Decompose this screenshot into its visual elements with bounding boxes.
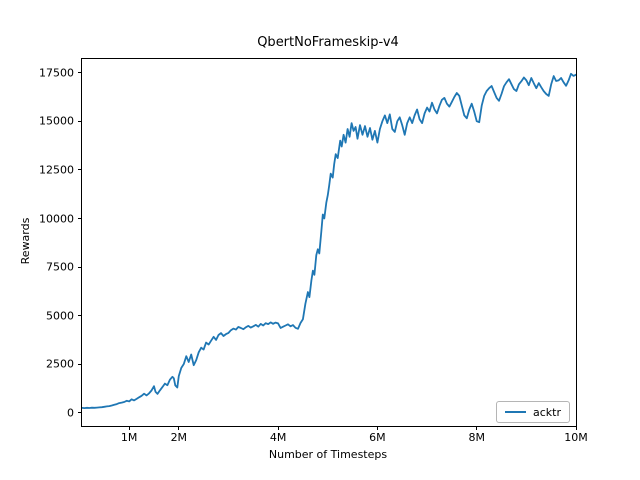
acktr-line-series	[82, 72, 576, 409]
line-chart-canvas	[82, 72, 576, 409]
x-axis-label: Number of Timesteps	[268, 448, 388, 461]
x-tick-mark	[178, 426, 180, 430]
x-tick-mark	[128, 426, 130, 430]
x-tick-label: 2M	[170, 431, 188, 444]
x-tick-mark	[277, 426, 279, 430]
y-tick-mark	[78, 169, 82, 171]
y-tick-mark	[78, 266, 82, 268]
y-tick-label: 2500	[46, 357, 74, 371]
legend: acktr	[496, 401, 570, 423]
y-tick-mark	[78, 363, 82, 365]
y-tick-label: 0	[67, 406, 74, 420]
y-tick-label: 7500	[46, 260, 74, 274]
x-tick-label: 4M	[269, 431, 287, 444]
chart-title: QbertNoFrameskip-v4	[257, 35, 399, 50]
y-tick-mark	[78, 72, 82, 74]
x-tick-label: 10M	[564, 431, 588, 444]
y-tick-label: 17500	[39, 66, 74, 80]
x-tick-mark	[376, 426, 378, 430]
x-tick-label: 8M	[468, 431, 485, 444]
y-tick-mark	[78, 218, 82, 220]
y-tick-mark	[78, 412, 82, 414]
y-tick-mark	[78, 315, 82, 317]
x-tick-mark	[476, 426, 478, 430]
y-tick-mark	[78, 120, 82, 122]
y-tick-label: 5000	[46, 309, 74, 323]
y-tick-label: 12500	[39, 163, 74, 177]
legend-line-sample	[505, 411, 526, 413]
y-tick-label: 15000	[39, 114, 74, 128]
legend-label: acktr	[533, 405, 561, 419]
y-tick-label: 10000	[39, 212, 74, 226]
plot-area: acktr 1M 2M 4M 6M 8M 10M 0 2500 5000 7500 10000 125…	[39, 58, 588, 443]
x-tick-label: 6M	[369, 431, 386, 444]
x-tick-mark	[575, 426, 577, 430]
y-axis-label: Rewards	[19, 217, 32, 265]
x-tick-label: 1M	[120, 431, 138, 444]
